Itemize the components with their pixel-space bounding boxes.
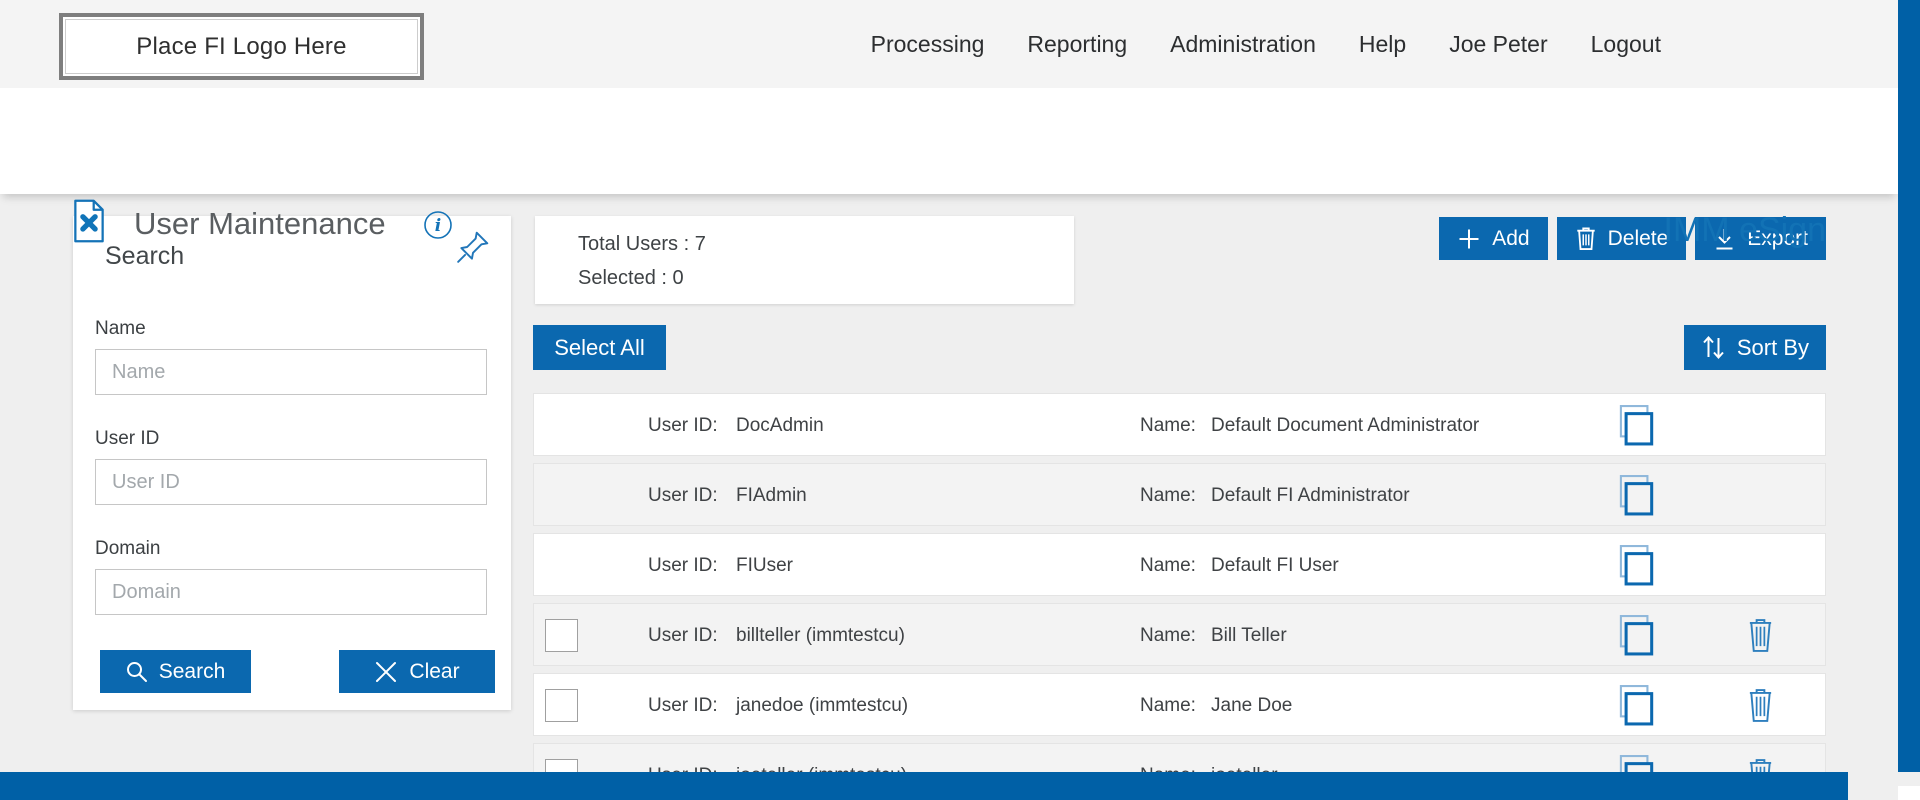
fi-logo-inner-frame: Place FI Logo Here — [65, 19, 418, 74]
summary-card: Total Users : 7 Selected : 0 — [535, 216, 1074, 304]
user-id-label: User ID: — [648, 555, 718, 576]
name-value: Default FI Administrator — [1211, 485, 1410, 506]
user-id-value: janedoe (immtestcu) — [736, 695, 909, 716]
nav-reporting[interactable]: Reporting — [1027, 30, 1128, 57]
name-label: Name: — [1140, 555, 1196, 576]
user-list: User ID: DocAdmin Name: Default Document… — [533, 393, 1826, 800]
user-id-label: User ID: — [648, 415, 718, 436]
row-checkbox[interactable] — [545, 619, 578, 652]
copy-user-icon[interactable] — [1619, 684, 1655, 726]
user-id-field-label: User ID — [95, 428, 160, 449]
name-value: Default FI User — [1211, 555, 1339, 576]
domain-input[interactable] — [95, 569, 487, 615]
name-label: Name: — [1140, 415, 1196, 436]
user-row: User ID: DocAdmin Name: Default Document… — [533, 393, 1826, 456]
trash-icon — [1576, 227, 1595, 250]
selected-count: Selected : 0 — [578, 267, 684, 289]
title-bar: User Maintenance i IMM eSign — [0, 88, 1898, 249]
delete-user-icon[interactable] — [1746, 617, 1775, 654]
copy-user-icon[interactable] — [1619, 544, 1655, 586]
copy-user-icon[interactable] — [1619, 404, 1655, 446]
delete-button-label: Delete — [1607, 226, 1669, 250]
nav-logout[interactable]: Logout — [1590, 30, 1661, 57]
search-panel: Search Name User ID Domain Search Clear — [73, 216, 511, 710]
name-label: Name: — [1140, 485, 1196, 506]
user-row: User ID: FIUser Name: Default FI User — [533, 533, 1826, 596]
nav-processing[interactable]: Processing — [870, 30, 985, 57]
add-button-label: Add — [1492, 226, 1530, 250]
pushpin-icon[interactable] — [455, 229, 491, 265]
vertical-scrollbar[interactable] — [1898, 0, 1920, 772]
svg-text:i: i — [435, 216, 441, 236]
domain-field-label: Domain — [95, 538, 161, 559]
nav-user-joe-peter[interactable]: Joe Peter — [1449, 30, 1548, 57]
page-title: User Maintenance — [134, 206, 386, 241]
fi-logo-text: Place FI Logo Here — [136, 32, 347, 60]
total-users-count: Total Users : 7 — [578, 233, 706, 255]
add-button[interactable]: Add — [1439, 217, 1548, 260]
user-id-value: DocAdmin — [736, 415, 824, 436]
main-nav: Processing Reporting Administration Help… — [871, 0, 1661, 88]
copy-user-icon[interactable] — [1619, 474, 1655, 516]
user-id-label: User ID: — [648, 485, 718, 506]
sort-by-label: Sort By — [1736, 334, 1809, 360]
plus-icon — [1459, 229, 1479, 248]
brand-imm-esign: IMM eSign — [1663, 211, 1827, 249]
user-row: User ID: FIAdmin Name: Default FI Admini… — [533, 463, 1826, 526]
user-id-input[interactable] — [95, 459, 487, 505]
name-input[interactable] — [95, 349, 487, 395]
user-id-label: User ID: — [648, 695, 718, 716]
x-icon — [376, 661, 397, 682]
sort-by-button[interactable]: Sort By — [1683, 325, 1826, 370]
download-icon — [1716, 228, 1733, 249]
delete-user-icon[interactable] — [1746, 687, 1775, 724]
export-button[interactable]: Export — [1695, 217, 1826, 260]
bottom-bar — [0, 772, 1848, 800]
sort-arrows-icon — [1703, 336, 1724, 359]
name-label: Name: — [1140, 625, 1196, 646]
search-icon — [126, 661, 147, 682]
search-button[interactable]: Search — [100, 650, 251, 693]
name-value: Default Document Administrator — [1211, 415, 1480, 436]
delete-button[interactable]: Delete — [1556, 217, 1687, 260]
document-tools-icon — [73, 198, 105, 244]
user-row: User ID: janedoe (immtestcu) Name: Jane … — [533, 673, 1826, 736]
clear-button-label: Clear — [409, 659, 460, 683]
user-row: User ID: billteller (immtestcu) Name: Bi… — [533, 603, 1826, 666]
name-value: Bill Teller — [1211, 625, 1287, 646]
name-field-label: Name — [95, 318, 146, 339]
scrollbar-corner — [1898, 786, 1920, 800]
top-header: Place FI Logo Here Processing Reporting … — [0, 0, 1898, 88]
clear-button[interactable]: Clear — [339, 650, 495, 693]
name-value: Jane Doe — [1211, 695, 1293, 716]
copy-user-icon[interactable] — [1619, 614, 1655, 656]
export-button-label: Export — [1747, 226, 1808, 250]
user-id-value: FIUser — [736, 555, 793, 576]
user-id-label: User ID: — [648, 625, 718, 646]
info-icon[interactable]: i — [423, 210, 453, 240]
nav-help[interactable]: Help — [1358, 30, 1407, 57]
search-panel-heading: Search — [105, 242, 185, 270]
user-id-value: billteller (immtestcu) — [736, 625, 905, 646]
fi-logo-placeholder: Place FI Logo Here — [59, 13, 424, 80]
select-all-label: Select All — [554, 334, 645, 360]
row-checkbox[interactable] — [545, 689, 578, 722]
select-all-button[interactable]: Select All — [533, 325, 666, 370]
name-label: Name: — [1140, 695, 1196, 716]
search-button-label: Search — [158, 659, 226, 683]
nav-administration[interactable]: Administration — [1170, 30, 1316, 57]
actions-toolbar: Add Delete Export — [1439, 217, 1826, 260]
user-id-value: FIAdmin — [736, 485, 807, 506]
